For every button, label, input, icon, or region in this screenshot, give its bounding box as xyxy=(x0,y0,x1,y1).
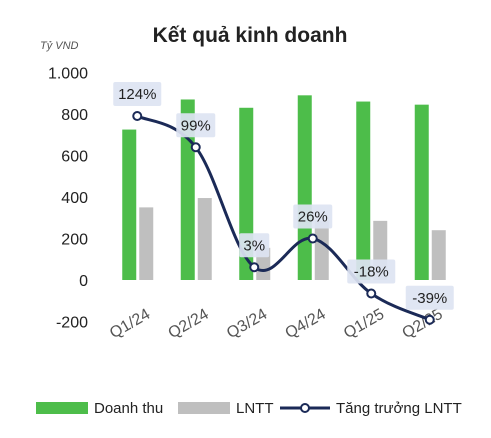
growth-point xyxy=(307,233,318,244)
growth-label-box xyxy=(405,285,454,310)
x-tick-label: Q1/24 xyxy=(107,306,153,343)
revenue-bar xyxy=(414,104,429,280)
pbt-bar xyxy=(314,220,329,280)
growth-point xyxy=(366,288,377,299)
growth-label: 26% xyxy=(298,209,328,226)
y-tick-label: 400 xyxy=(61,190,88,207)
revenue-bar xyxy=(297,95,312,280)
y-tick-label: 200 xyxy=(61,232,88,249)
revenue-bar xyxy=(122,129,137,280)
x-tick-label: Q3/24 xyxy=(224,306,270,343)
y-axis-unit-label: Tỷ VND xyxy=(40,40,79,52)
growth-label: 99% xyxy=(181,117,211,134)
y-tick-label: 0 xyxy=(79,273,88,290)
data-label-layer: 124% 99% 3% 26% -18% -39% xyxy=(113,82,454,310)
growth-label: 3% xyxy=(243,237,265,254)
y-tick-label: 600 xyxy=(61,149,88,166)
growth-label-box xyxy=(113,82,162,106)
pbt-bar xyxy=(139,207,154,280)
growth-point xyxy=(424,314,435,325)
legend-pbt-swatch xyxy=(178,402,230,414)
y-tick-label: 800 xyxy=(61,107,88,124)
legend-pbt-label: LNTT xyxy=(236,400,274,417)
revenue-bar xyxy=(180,99,195,280)
growth-label: 124% xyxy=(118,86,156,103)
legend-growth-swatch-marker xyxy=(300,403,310,413)
growth-label-box xyxy=(176,113,216,138)
y-tick-label: -200 xyxy=(56,315,88,332)
x-tick-label: Q2/24 xyxy=(165,306,211,343)
growth-point xyxy=(190,142,201,153)
legend-growth-label: Tăng trưởng LNTT xyxy=(336,400,462,417)
growth-label-box xyxy=(239,233,270,258)
growth-label-box xyxy=(293,204,333,229)
growth-point xyxy=(132,111,143,121)
bar-layer xyxy=(122,95,446,281)
y-tick-label: 1.000 xyxy=(48,66,88,83)
pbt-bar xyxy=(431,230,446,280)
growth-line-layer xyxy=(132,111,435,325)
revenue-bar xyxy=(356,101,371,280)
pbt-bar xyxy=(197,198,212,280)
legend-revenue-label: Doanh thu xyxy=(94,400,163,417)
x-tick-label: Q1/25 xyxy=(341,306,387,343)
x-tick-label: Q4/24 xyxy=(282,306,328,343)
growth-label: -39% xyxy=(412,290,447,307)
chart-title: Kết quả kinh doanh xyxy=(153,24,348,47)
growth-label: -18% xyxy=(354,264,389,281)
legend: Doanh thu LNTT Tăng trưởng LNTT xyxy=(36,400,462,417)
growth-label-box xyxy=(347,259,396,284)
legend-revenue-swatch xyxy=(36,402,88,414)
growth-point xyxy=(249,262,260,273)
